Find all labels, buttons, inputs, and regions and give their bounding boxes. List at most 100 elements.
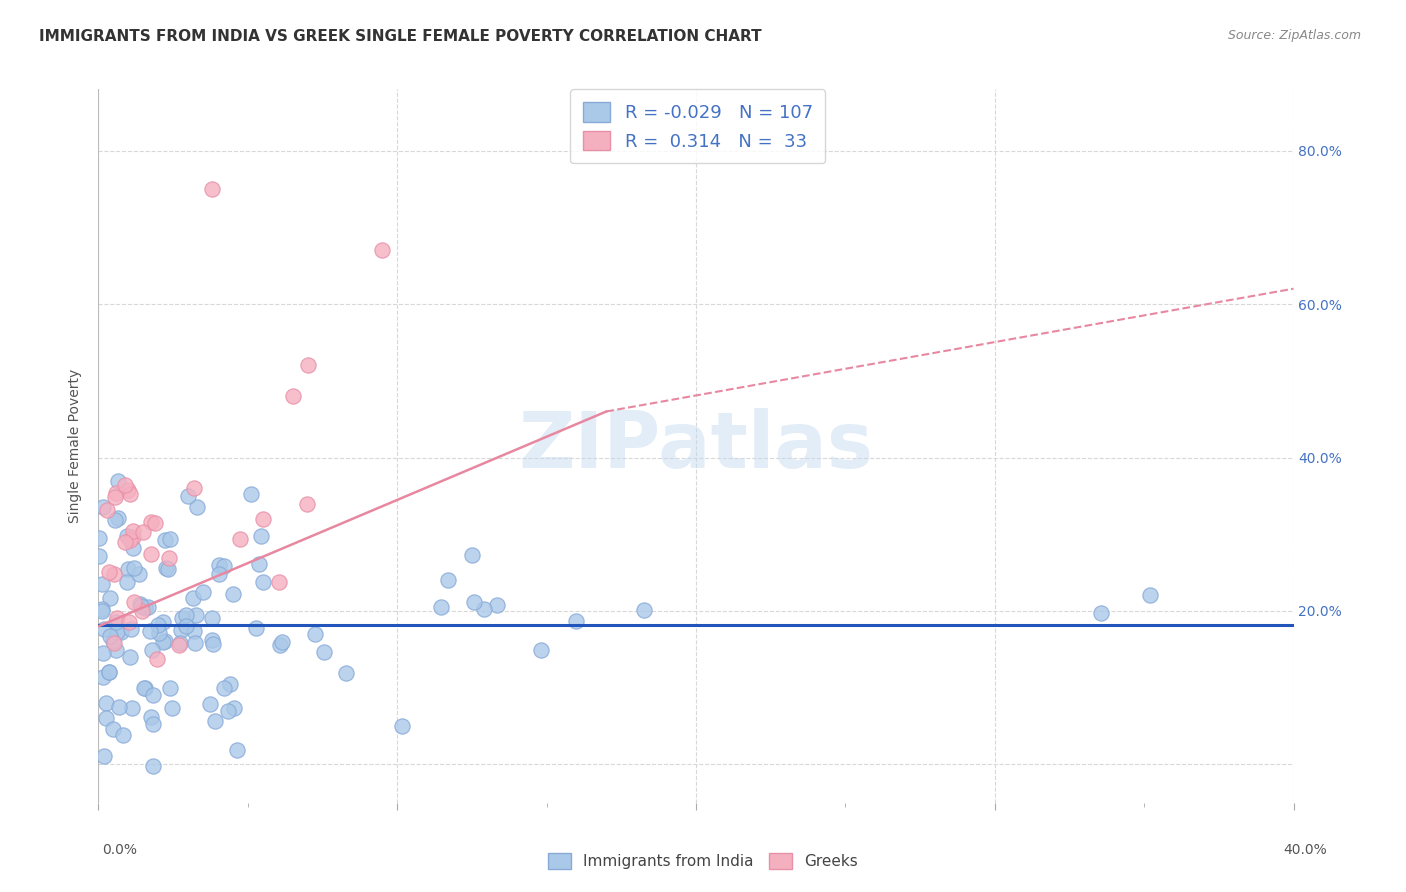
Point	[633, 603, 655, 617]
Point	[87, 531, 110, 545]
Point	[115, 575, 138, 590]
Point	[271, 634, 294, 648]
Point	[183, 636, 205, 650]
Point	[107, 700, 129, 714]
Point	[87, 549, 110, 563]
Point	[304, 627, 326, 641]
Point	[122, 541, 145, 555]
Point	[91, 646, 114, 660]
Point	[217, 704, 239, 718]
Point	[222, 587, 245, 601]
Point	[250, 529, 273, 543]
Point	[201, 611, 224, 625]
Point	[91, 670, 114, 684]
Point	[437, 573, 460, 587]
Point	[157, 551, 180, 566]
Point	[104, 490, 127, 504]
Point	[117, 483, 139, 497]
Text: 0.0%: 0.0%	[103, 843, 136, 857]
Point	[281, 389, 304, 403]
Point	[186, 500, 208, 514]
Point	[98, 629, 121, 643]
Point	[134, 600, 156, 615]
Point	[93, 749, 115, 764]
Point	[219, 676, 242, 690]
Point	[101, 634, 124, 648]
Point	[118, 487, 141, 501]
Point	[463, 594, 485, 608]
Point	[90, 577, 112, 591]
Point	[128, 567, 150, 582]
Point	[96, 502, 118, 516]
Point	[159, 532, 181, 546]
Point	[181, 591, 204, 605]
Point	[103, 722, 125, 736]
Point	[391, 719, 413, 733]
Point	[208, 558, 231, 573]
Point	[91, 500, 114, 514]
Point	[91, 601, 114, 615]
Point	[240, 487, 263, 501]
Point	[1090, 607, 1112, 621]
Point	[105, 624, 128, 639]
Point	[142, 689, 165, 703]
Point	[201, 182, 224, 196]
Legend: R = -0.029   N = 107, R =  0.314   N =  33: R = -0.029 N = 107, R = 0.314 N = 33	[571, 89, 825, 163]
Point	[141, 710, 163, 724]
Y-axis label: Single Female Poverty: Single Female Poverty	[69, 369, 83, 523]
Point	[183, 481, 205, 495]
Point	[114, 535, 136, 549]
Point	[134, 681, 156, 695]
Point	[111, 728, 134, 742]
Point	[146, 618, 169, 632]
Point	[98, 665, 121, 680]
Point	[103, 566, 125, 581]
Point	[121, 524, 143, 538]
Point	[98, 591, 121, 606]
Point	[132, 525, 155, 540]
Point	[204, 714, 226, 728]
Point	[252, 574, 274, 589]
Point	[143, 516, 166, 530]
Point	[93, 622, 115, 636]
Point	[155, 561, 177, 575]
Point	[103, 636, 125, 650]
Point	[107, 474, 129, 488]
Point	[155, 634, 177, 648]
Point	[110, 625, 132, 640]
Point	[117, 562, 139, 576]
Point	[1139, 588, 1161, 602]
Point	[145, 652, 167, 666]
Point	[153, 533, 176, 547]
Point	[312, 645, 335, 659]
Point	[122, 530, 145, 544]
Point	[159, 681, 181, 695]
Point	[212, 558, 235, 573]
Point	[122, 561, 145, 575]
Point	[98, 665, 121, 679]
Point	[167, 638, 190, 652]
Point	[139, 624, 162, 638]
Point	[252, 512, 274, 526]
Point	[371, 244, 394, 258]
Point	[160, 701, 183, 715]
Point	[174, 608, 197, 623]
Point	[152, 615, 174, 629]
Point	[136, 600, 159, 615]
Point	[565, 615, 588, 629]
Point	[335, 666, 357, 681]
Point	[472, 602, 495, 616]
Text: ZIPatlas: ZIPatlas	[519, 408, 873, 484]
Point	[118, 615, 141, 629]
Point	[461, 549, 484, 563]
Point	[247, 557, 270, 571]
Point	[90, 604, 112, 618]
Point	[129, 599, 152, 613]
Point	[94, 711, 117, 725]
Point	[121, 700, 143, 714]
Text: Source: ZipAtlas.com: Source: ZipAtlas.com	[1227, 29, 1361, 42]
Point	[193, 585, 215, 599]
Legend: Immigrants from India, Greeks: Immigrants from India, Greeks	[541, 847, 865, 875]
Point	[114, 478, 136, 492]
Point	[105, 642, 128, 657]
